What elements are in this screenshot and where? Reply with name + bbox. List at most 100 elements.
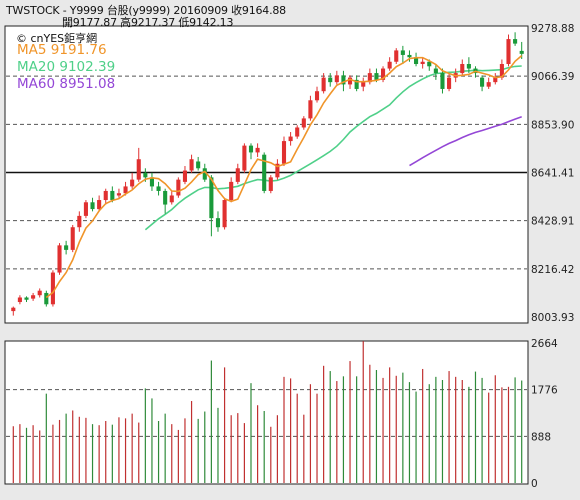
candle-body [328, 77, 333, 83]
volume-tick-label: 1776 [531, 385, 558, 397]
candle-body [182, 170, 188, 182]
ma60-line [409, 116, 522, 167]
volume-tick-label: 0 [531, 478, 538, 490]
candle-body [149, 177, 155, 187]
ma60-polyline [409, 116, 522, 167]
price-axis-ticks: 9278.88 9066.39 8853.90 8641.41 8428.91 8216.… [531, 23, 574, 324]
ma20-line [144, 65, 522, 231]
candle-body [493, 77, 498, 83]
candle-body [486, 82, 491, 87]
candle-body [83, 202, 88, 216]
candle-body [354, 79, 359, 89]
candle-body [513, 39, 518, 44]
candle-body [414, 57, 419, 65]
candle-body [427, 61, 432, 67]
volume-bars [12, 341, 523, 483]
candle-body [202, 168, 207, 180]
candle-body [420, 61, 425, 65]
candle-body [301, 118, 306, 128]
candle-body [176, 179, 181, 196]
candle-body [143, 172, 148, 178]
candle-body [400, 50, 405, 55]
candle-body [447, 77, 452, 89]
candle-body [17, 297, 22, 303]
candle-body [229, 181, 234, 201]
chart-header-ohlc: 開9177.87 高9217.37 低9142.13 [62, 16, 234, 29]
candle-body [116, 193, 121, 196]
price-tick-label: 9278.88 [531, 23, 574, 35]
candle-body [380, 68, 386, 80]
candle-body [394, 50, 399, 62]
candle-body [308, 100, 313, 119]
candles [11, 32, 524, 316]
candle-body [196, 161, 201, 169]
candle-body [347, 77, 353, 85]
candle-body [189, 159, 194, 171]
ma20-polyline [144, 65, 522, 231]
candle-body [460, 64, 465, 74]
legend-ma5: MA5 9191.76 [17, 42, 107, 58]
candle-body [295, 127, 300, 137]
candle-body [275, 163, 280, 178]
source-label: © cnYES鉅亨網 [16, 32, 98, 45]
price-tick-label: 8428.91 [531, 216, 574, 228]
candle-body [235, 168, 240, 182]
candle-body [64, 245, 69, 250]
candle-body [110, 190, 115, 201]
candle-body [103, 190, 108, 201]
candle-body [209, 177, 214, 219]
candle-body [262, 154, 267, 191]
legend-ma60: MA60 8951.08 [17, 76, 116, 92]
price-tick-label: 8216.42 [531, 264, 574, 276]
candle-body [169, 195, 174, 203]
price-tick-label: 9066.39 [531, 71, 574, 83]
candle-body [130, 179, 135, 187]
candle-body [361, 82, 366, 87]
candle-body [387, 61, 392, 69]
candle-body [433, 68, 438, 74]
candle-body [50, 272, 55, 305]
candle-body [97, 200, 102, 210]
candle-body [321, 77, 326, 92]
candle-body [367, 73, 372, 83]
candle-body [268, 177, 273, 191]
candle-body [11, 307, 16, 312]
candle-body [281, 141, 287, 164]
candle-body [163, 190, 168, 205]
price-tick-label: 8003.93 [531, 312, 574, 324]
candle-body [24, 297, 29, 300]
candle-body [136, 159, 141, 180]
candle-body [480, 77, 485, 87]
volume-axis-ticks: 2664 1776 888 0 [531, 338, 558, 490]
candle-body [255, 147, 260, 153]
candle-body [37, 290, 42, 296]
candle-body [222, 200, 227, 228]
candle-body [407, 54, 412, 58]
candle-body [248, 145, 254, 153]
candle-body [499, 64, 504, 78]
candle-body [334, 75, 339, 83]
ma5-polyline [45, 54, 523, 299]
candle-body [77, 215, 82, 228]
candle-body [215, 218, 221, 228]
candle-body [440, 73, 445, 89]
ma5-line [45, 54, 523, 299]
chart-header-title: TWSTOCK - Y9999 台股(y9999) 20160909 收9164… [6, 4, 286, 17]
volume-tick-label: 888 [531, 431, 551, 443]
volume-tick-label: 2664 [531, 338, 558, 350]
candle-body [70, 227, 75, 250]
candle-body [242, 145, 247, 171]
candle-body [314, 91, 320, 101]
candle-body [341, 75, 346, 85]
candle-body [90, 202, 95, 210]
candle-body [288, 136, 293, 142]
legend-ma20: MA20 9102.39 [17, 59, 116, 75]
candle-body [466, 64, 471, 69]
candle-body [123, 186, 128, 194]
candle-body [156, 186, 161, 191]
candle-body [506, 39, 511, 65]
candle-body [519, 50, 524, 54]
candle-body [57, 245, 62, 273]
candle-body [374, 73, 379, 80]
